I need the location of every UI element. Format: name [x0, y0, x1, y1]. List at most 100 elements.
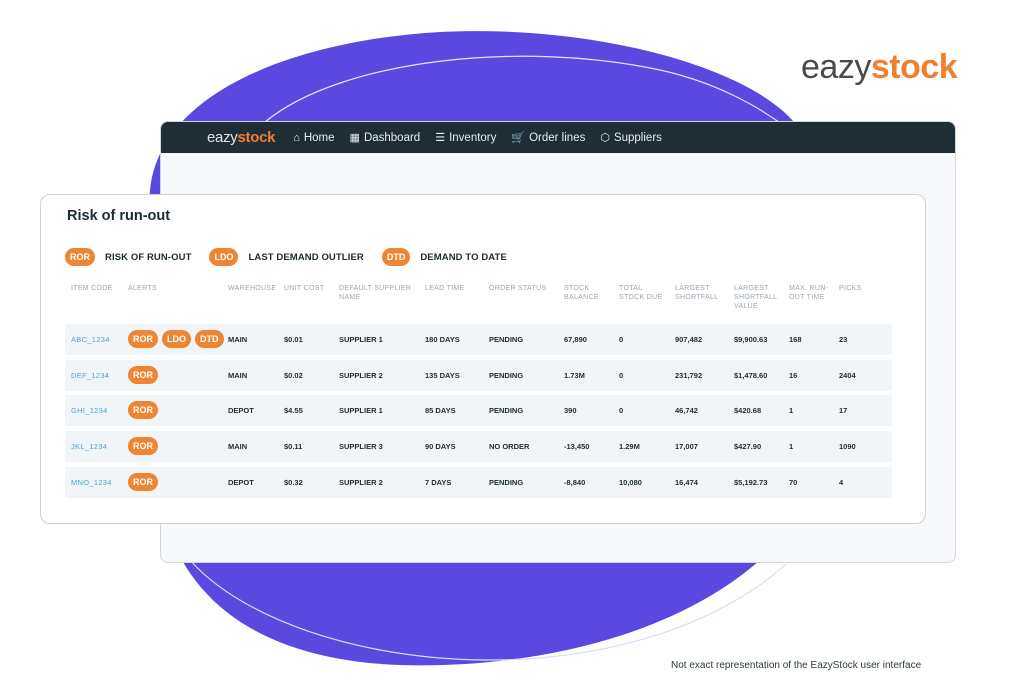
column-header-supplier[interactable]: DEFAULT SUPPLIER NAME — [339, 285, 412, 301]
run-out-cell: 1 — [789, 442, 794, 451]
picks-cell: 17 — [839, 406, 848, 415]
table-row[interactable]: MNO_1234 ROR DEPOT $0.32 SUPPLIER 2 7 DA… — [65, 467, 892, 498]
column-header-warehouse[interactable]: WAREHOUSE — [228, 285, 277, 292]
card-title: Risk of run-out — [67, 208, 171, 224]
column-header-stock-balance[interactable]: STOCK BALANCE — [564, 285, 599, 301]
table-row[interactable]: DEF_1234 ROR MAIN $0.02 SUPPLIER 2 135 D… — [65, 360, 892, 391]
picks-cell: 4 — [839, 478, 844, 487]
shortfall-cell: 46,742 — [675, 406, 698, 415]
logo-eazy-text: eazy — [801, 48, 871, 86]
table-row[interactable]: JKL_1234 ROR MAIN $0.11 SUPPLIER 3 90 DA… — [65, 431, 892, 462]
nav-item-order-lines[interactable]: 🛒 Order lines — [511, 131, 586, 145]
nav-item-label: Order lines — [529, 131, 586, 144]
column-header-order-status[interactable]: ORDER STATUS — [489, 285, 547, 292]
item-code-link[interactable]: DEF_1234 — [71, 371, 110, 380]
list-icon: ☰ — [435, 132, 446, 144]
alert-badge-ror[interactable]: ROR — [128, 330, 158, 348]
column-header-picks[interactable]: PICKS — [839, 285, 862, 292]
run-out-cell: 168 — [789, 335, 802, 344]
nav-logo-eazy: eazy — [207, 129, 238, 146]
column-header-run-out[interactable]: MAX. RUN-OUT TIME — [789, 285, 829, 301]
order-status-cell: PENDING — [489, 478, 524, 487]
order-status-cell: PENDING — [489, 371, 524, 380]
run-out-cell: 16 — [789, 371, 798, 380]
stock-due-cell: 0 — [619, 371, 624, 380]
alert-badge-ror[interactable]: ROR — [128, 366, 158, 384]
alert-badges: ROR — [128, 437, 162, 455]
nav-item-dashboard[interactable]: ▦ Dashboard — [350, 131, 421, 145]
nav-item-label: Inventory — [449, 131, 497, 144]
alert-badges: ROR — [128, 401, 162, 419]
order-status-cell: PENDING — [489, 335, 524, 344]
nav-logo-stock: stock — [237, 129, 276, 146]
nav-item-suppliers[interactable]: ⬡ Suppliers — [600, 131, 662, 145]
supplier-cell: SUPPLIER 2 — [339, 478, 383, 487]
stock-balance-cell: 67,890 — [564, 335, 587, 344]
logo-stock-text: stock — [870, 48, 958, 86]
nav-item-label: Dashboard — [363, 131, 421, 144]
table-header: ITEM CODE ALERTS WAREHOUSE UNIT COST DEF… — [41, 284, 927, 314]
legend-badge-ldo: LDO — [209, 248, 239, 266]
nav-logo[interactable]: eazystock — [207, 129, 275, 146]
top-navbar: eazystock ⌂ Home ▦ Dashboard ☰ Inventory… — [161, 122, 955, 153]
shortfall-value-cell: $5,192.73 — [734, 478, 768, 487]
order-status-cell: PENDING — [489, 406, 524, 415]
legend-badge-ror: ROR — [65, 248, 95, 266]
legend-label-dtd: DEMAND TO DATE — [420, 251, 507, 263]
nav-item-inventory[interactable]: ☰ Inventory — [435, 131, 497, 145]
eazystock-logo: eazystock — [801, 48, 958, 87]
alert-badge-ror[interactable]: ROR — [128, 473, 158, 491]
alert-badges: ROR LDO DTD — [128, 330, 228, 348]
lead-time-cell: 85 DAYS — [425, 406, 456, 415]
alert-legend: ROR RISK OF RUN-OUT LDO LAST DEMAND OUTL… — [65, 248, 525, 266]
stock-balance-cell: -13,450 — [564, 442, 590, 451]
alert-badge-ldo[interactable]: LDO — [162, 330, 191, 348]
stock-balance-cell: 390 — [564, 406, 577, 415]
shortfall-cell: 16,474 — [675, 478, 698, 487]
run-out-cell: 1 — [789, 406, 794, 415]
supplier-cell: SUPPLIER 3 — [339, 442, 383, 451]
stock-due-cell: 0 — [619, 335, 624, 344]
nav-item-home[interactable]: ⌂ Home — [293, 132, 334, 144]
warehouse-cell: MAIN — [228, 335, 248, 344]
shortfall-cell: 17,007 — [675, 442, 698, 451]
supplier-cell: SUPPLIER 2 — [339, 371, 383, 380]
order-status-cell: NO ORDER — [489, 442, 530, 451]
lead-time-cell: 180 DAYS — [425, 335, 460, 344]
column-header-stock-due[interactable]: TOTAL STOCK DUE — [619, 285, 663, 301]
item-code-link[interactable]: JKL_1234 — [71, 442, 108, 451]
shortfall-value-cell: $1,478.60 — [734, 371, 768, 380]
picks-cell: 2404 — [839, 371, 856, 380]
table-row[interactable]: GHI_1234 ROR DEPOT $4.55 SUPPLIER 1 85 D… — [65, 395, 892, 426]
column-header-shortfall[interactable]: LARGEST SHORTFALL — [675, 285, 719, 301]
box-icon: ⬡ — [600, 132, 610, 144]
alert-badge-ror[interactable]: ROR — [128, 437, 158, 455]
warehouse-cell: MAIN — [228, 371, 248, 380]
shortfall-cell: 231,792 — [675, 371, 703, 380]
column-header-unit-cost[interactable]: UNIT COST — [284, 285, 325, 292]
shortfall-value-cell: $9,900.63 — [734, 335, 768, 344]
item-code-link[interactable]: ABC_1234 — [71, 335, 110, 344]
alert-badge-dtd[interactable]: DTD — [195, 330, 224, 348]
unit-cost-cell: $4.55 — [284, 406, 303, 415]
unit-cost-cell: $0.02 — [284, 371, 303, 380]
home-icon: ⌂ — [293, 131, 300, 144]
nav-item-label: Suppliers — [613, 131, 662, 144]
item-code-link[interactable]: GHI_1234 — [71, 406, 108, 415]
risk-of-run-out-card: Risk of run-out ROR RISK OF RUN-OUT LDO … — [40, 194, 926, 524]
column-header-lead-time[interactable]: LEAD TIME — [425, 285, 465, 292]
picks-cell: 23 — [839, 335, 848, 344]
column-header-alerts[interactable]: ALERTS — [128, 285, 157, 292]
alert-badge-ror[interactable]: ROR — [128, 401, 158, 419]
column-header-item-code[interactable]: ITEM CODE — [71, 285, 113, 292]
table-row[interactable]: ABC_1234 ROR LDO DTD MAIN $0.01 SUPPLIER… — [65, 324, 892, 355]
column-header-shortfall-value[interactable]: LARGEST SHORTFALL VALUE — [734, 285, 778, 310]
shortfall-cell: 907,482 — [675, 335, 703, 344]
item-code-link[interactable]: MNO_1234 — [71, 478, 112, 487]
supplier-cell: SUPPLIER 1 — [339, 335, 383, 344]
unit-cost-cell: $0.32 — [284, 478, 303, 487]
alert-badges: ROR — [128, 366, 162, 384]
nav-item-label: Home — [303, 131, 335, 144]
legend-label-ldo: LAST DEMAND OUTLIER — [248, 251, 364, 263]
run-out-cell: 70 — [789, 478, 798, 487]
